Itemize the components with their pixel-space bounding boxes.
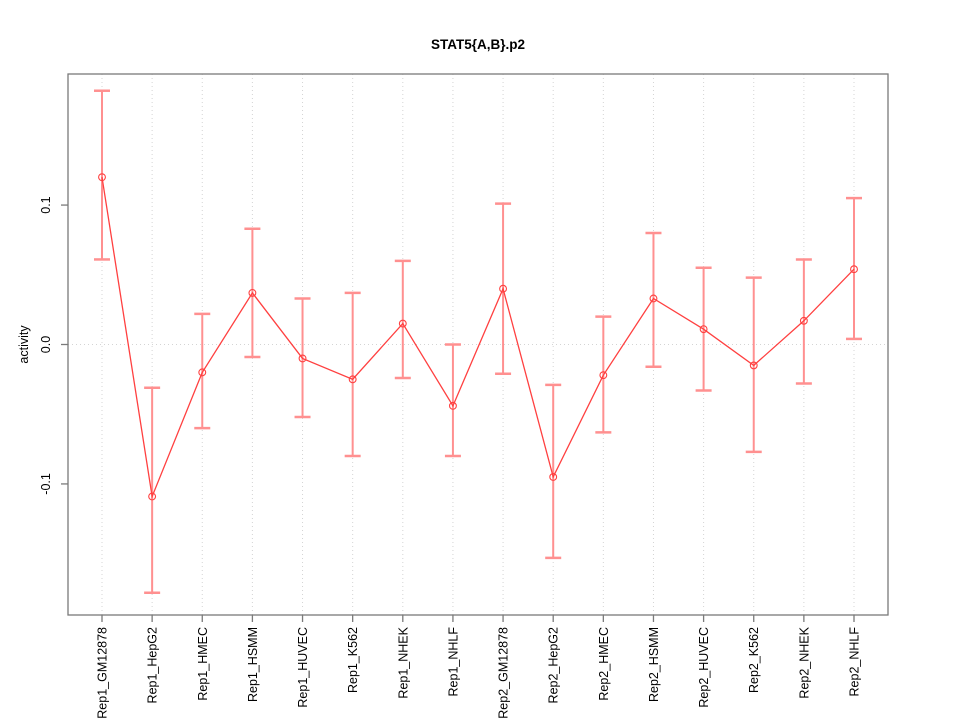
y-tick-label: 0.0 bbox=[39, 336, 53, 353]
data-point bbox=[699, 325, 708, 334]
y-tick-label: -0.1 bbox=[39, 473, 53, 495]
data-point bbox=[599, 371, 608, 380]
x-tick-label: Rep1_K562 bbox=[346, 627, 360, 693]
y-tick-label: 0.1 bbox=[39, 196, 53, 213]
chart-title: STAT5{A,B}.p2 bbox=[431, 37, 525, 52]
data-point bbox=[398, 319, 407, 328]
data-point bbox=[499, 284, 508, 293]
x-tick-label: Rep2_HUVEC bbox=[697, 627, 711, 708]
x-tick-label: Rep1_HUVEC bbox=[296, 627, 310, 708]
data-point bbox=[549, 473, 558, 481]
data-point bbox=[749, 361, 758, 370]
y-axis-label: activity bbox=[17, 325, 31, 364]
data-point bbox=[98, 173, 106, 182]
x-tick-label: Rep2_NHEK bbox=[797, 626, 811, 698]
data-point bbox=[649, 294, 658, 303]
data-point bbox=[248, 288, 257, 297]
x-tick-label: Rep1_NHLF bbox=[446, 627, 460, 697]
data-point bbox=[148, 492, 157, 501]
data-point bbox=[448, 401, 457, 410]
x-tick-label: Rep2_NHLF bbox=[848, 627, 862, 697]
plot-area: -0.1 0.0 0.1 Rep1_GM12878 Rep1_HepG2 Rep1_HME… bbox=[39, 73, 889, 719]
x-tick-label: Rep1_GM12878 bbox=[96, 627, 110, 719]
x-tick-label: Rep1_NHEK bbox=[396, 626, 410, 698]
data-point bbox=[198, 368, 207, 377]
data-point bbox=[799, 316, 808, 325]
data-point bbox=[348, 375, 357, 384]
x-tick-label: Rep1_HepG2 bbox=[146, 627, 160, 703]
series-line bbox=[101, 177, 855, 499]
x-tick-label: Rep2_K562 bbox=[747, 627, 761, 693]
x-tick-label: Rep1_HSMM bbox=[246, 627, 260, 702]
data-point bbox=[298, 354, 307, 363]
x-tick-label: Rep2_GM12878 bbox=[497, 627, 511, 719]
data-point bbox=[850, 265, 858, 274]
x-tick-label: Rep2_HepG2 bbox=[547, 627, 561, 703]
x-tick-label: Rep2_HSMM bbox=[647, 627, 661, 702]
x-tick-label: Rep2_HMEC bbox=[597, 627, 611, 701]
x-tick-label: Rep1_HMEC bbox=[196, 627, 210, 701]
